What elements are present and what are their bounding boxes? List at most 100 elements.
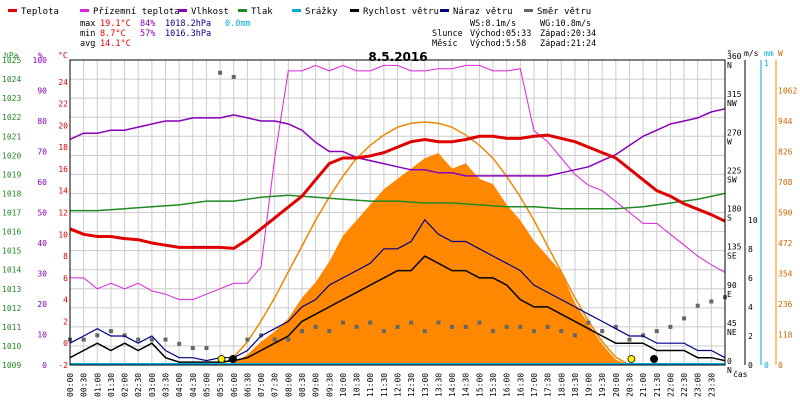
x-tick-label: 20:30 — [625, 373, 634, 397]
axis-pct-tick: 0 — [42, 361, 47, 370]
x-tick-label: 18:30 — [571, 373, 580, 397]
axis-hpa-tick: 1023 — [2, 94, 21, 103]
series-ground-temp — [70, 64, 726, 301]
moonrise: Východ:5:58 — [470, 39, 526, 49]
x-tick-label: 11:00 — [366, 373, 375, 397]
x-tick-label: 22:30 — [680, 373, 689, 397]
axis-wm2-tick: 590 — [778, 209, 793, 218]
axis-hpa-tick: 1017 — [2, 209, 21, 218]
wind-dir-point-18 — [313, 324, 318, 329]
x-tick-label: 04:00 — [175, 373, 184, 397]
stat-avg-label: avg — [80, 39, 95, 49]
x-tick-label: 00:30 — [80, 373, 89, 397]
x-tick-label: 14:00 — [448, 373, 457, 397]
x-tick-label: 03:00 — [148, 373, 157, 397]
axis-pct-tick: 40 — [37, 239, 47, 248]
axis-degc-tick: 4 — [63, 296, 68, 305]
series-pressure — [70, 192, 726, 212]
axis-hpa-tick: 1025 — [2, 56, 21, 65]
axis-hpa-tick: 1011 — [2, 323, 21, 332]
x-tick-label: 23:00 — [694, 373, 703, 397]
x-tick-label: 03:30 — [162, 373, 171, 397]
axis-pct-tick: 10 — [37, 331, 47, 340]
axis-degc-tick: -2 — [58, 361, 68, 370]
stat-min-hum: 57% — [140, 29, 155, 39]
sunrise: Východ:05:33 — [470, 29, 531, 39]
axis-degc-tick: 6 — [63, 274, 68, 283]
axis-ms-tick: 6 — [748, 274, 753, 283]
wind-dir-point-29 — [463, 324, 468, 329]
axis-mm-label: mm — [764, 49, 774, 58]
wind-gust-max: WG:10.8m/s — [540, 19, 591, 29]
sunset-marker — [627, 355, 636, 363]
x-tick-label: 02:30 — [134, 373, 143, 397]
wind-dir-point-45 — [682, 316, 687, 321]
wind-dir-point-19 — [327, 329, 332, 334]
axis-dir-tick: SW — [727, 175, 737, 184]
legend-swatch-4 — [292, 9, 301, 12]
axis-degc-tick: 22 — [58, 100, 68, 109]
axis-wm2-label: W — [778, 49, 783, 58]
wind-dir-point-3 — [108, 329, 113, 334]
x-tick-label: 08:30 — [298, 373, 307, 397]
x-tick-label: 16:00 — [503, 373, 512, 397]
legend-label-7: Směr větru — [537, 7, 591, 17]
axis-deg-tick: 270 — [727, 128, 742, 137]
wind-dir-point-12 — [231, 74, 236, 79]
axis-deg-tick: 45 — [727, 319, 737, 328]
axis-hpa-tick: 1016 — [2, 228, 21, 237]
axis-hpa-tick: 1009 — [2, 361, 21, 370]
stat-max-hum: 84% — [140, 19, 155, 29]
wind-dir-point-9 — [190, 346, 195, 351]
wind-dir-point-17 — [299, 329, 304, 334]
axis-ms-tick: 2 — [748, 332, 753, 341]
axis-deg-tick: 225 — [727, 166, 742, 175]
axis-pct-tick: 20 — [37, 300, 47, 309]
axis-dir-tick: SE — [727, 252, 737, 261]
x-tick-label: 13:30 — [434, 373, 443, 397]
axis-dir-tick: N — [727, 61, 732, 70]
legend-label-3: Tlak — [251, 7, 273, 17]
axis-degc-tick: 18 — [58, 143, 68, 152]
x-tick-label: 09:00 — [312, 373, 321, 397]
series-wind-gust — [69, 218, 726, 362]
axis-pct-label: % — [38, 51, 43, 60]
axis-wm2-tick: 118 — [778, 331, 793, 340]
axis-dir-tick: S — [727, 214, 732, 223]
wind-dir-point-15 — [272, 337, 277, 342]
x-tick-label: 09:30 — [325, 373, 334, 397]
axis-degc-tick: 8 — [63, 252, 68, 261]
series-temperature — [69, 133, 726, 250]
x-tick-label: 21:30 — [653, 373, 662, 397]
wind-dir-point-28 — [450, 324, 455, 329]
axis-hpa-tick: 1024 — [2, 75, 21, 84]
x-tick-label: 00:00 — [66, 373, 75, 397]
axis-dir-tick: W — [727, 137, 732, 146]
x-tick-label: 05:00 — [202, 373, 211, 397]
x-tick-label: 15:30 — [489, 373, 498, 397]
axis-wm2-tick: 0 — [778, 361, 783, 370]
legend-label-5: Rychlost větru — [363, 7, 439, 17]
axis-degc-tick: 14 — [58, 187, 68, 196]
axis-dir-tick: NW — [727, 99, 737, 108]
x-tick-label: 22:00 — [666, 373, 675, 397]
axis-hpa-tick: 1019 — [2, 170, 21, 179]
x-tick-label: 20:00 — [612, 373, 621, 397]
axis-deg-tick: 135 — [727, 243, 742, 252]
wind-dir-point-4 — [122, 333, 127, 338]
legend-swatch-2 — [178, 9, 187, 12]
wind-dir-point-32 — [504, 324, 509, 329]
axis-wm2-tick: 708 — [778, 178, 793, 187]
axis-hpa-tick: 1020 — [2, 151, 21, 160]
legend-label-2: Vlhkost — [191, 7, 229, 17]
wind-dir-point-44 — [668, 324, 673, 329]
x-tick-label: 10:30 — [353, 373, 362, 397]
x-tick-label: 01:30 — [107, 373, 116, 397]
wind-speed-max: WS:8.1m/s — [470, 19, 516, 29]
moon-label: Měsíc — [432, 39, 458, 49]
axis-degc-tick: 2 — [63, 317, 68, 326]
moonset: Západ:21:24 — [540, 39, 596, 49]
wind-dir-point-7 — [163, 337, 168, 342]
sunrise-marker — [217, 355, 226, 363]
legend-swatch-3 — [238, 9, 247, 12]
